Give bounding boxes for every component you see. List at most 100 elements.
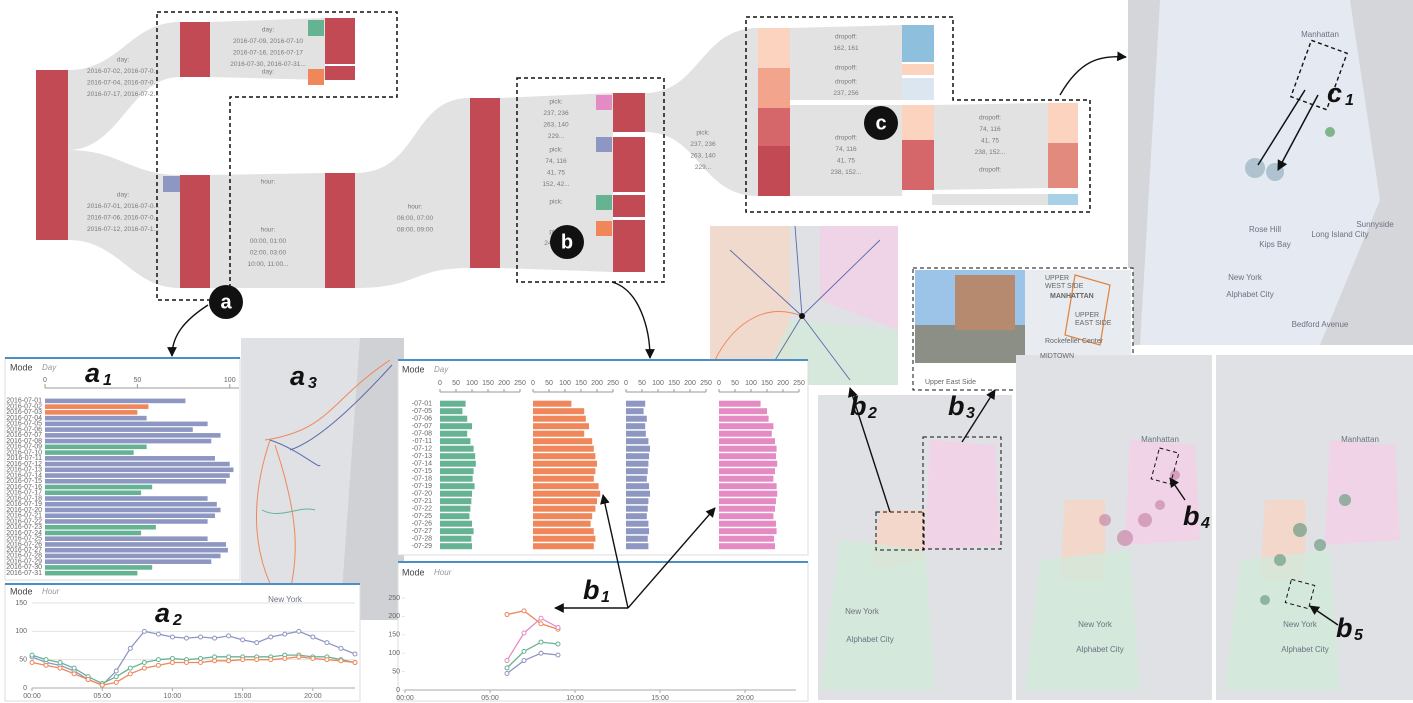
bar xyxy=(45,553,221,559)
map-label: Alphabet City xyxy=(1076,645,1124,654)
sankey-flows xyxy=(68,18,1048,288)
x-tick-label: 10:00 xyxy=(566,695,584,702)
sankey-label: 238, 152... xyxy=(975,149,1006,156)
point xyxy=(504,670,510,676)
bar xyxy=(45,519,208,524)
y-tick-label: 2016-07-13 xyxy=(6,467,42,474)
x-tick-label: 150 xyxy=(668,380,680,387)
bar xyxy=(45,456,215,461)
bar xyxy=(45,496,208,501)
y-tick-label: 2016-07-10 xyxy=(6,449,42,456)
y-tick-label: 2016-07-05 xyxy=(6,421,42,428)
x-tick-label: 05:00 xyxy=(481,695,499,702)
point xyxy=(555,652,561,658)
bar xyxy=(719,408,767,415)
y-tick-label: 2016-07-26 xyxy=(6,541,42,548)
panel-title: Mode xyxy=(402,567,425,577)
x-tick-label: 0 xyxy=(717,380,721,387)
bar xyxy=(440,498,472,505)
map-label: New York xyxy=(845,607,880,616)
point xyxy=(169,634,175,640)
y-tick-label: 2016-07-19 xyxy=(6,501,42,508)
sankey-nodes xyxy=(36,18,1078,288)
point xyxy=(282,631,288,637)
point xyxy=(113,679,119,685)
sankey-label: 74, 116 xyxy=(835,146,857,153)
x-tick-label: 200 xyxy=(777,380,789,387)
place-title: Upper East Side xyxy=(925,379,976,386)
point xyxy=(504,658,510,664)
y-tick-label: 2016-07-27 xyxy=(6,547,42,554)
bar xyxy=(45,565,153,570)
point xyxy=(43,657,49,663)
sankey-label: 2016-07-04, 2016-07-0... xyxy=(87,80,159,87)
bar xyxy=(45,547,228,553)
bar xyxy=(440,520,472,527)
bar xyxy=(719,528,777,535)
y-tick-label: 100 xyxy=(15,628,27,635)
bar xyxy=(533,445,594,452)
panel-label: b xyxy=(850,391,867,421)
x-tick-label: 00:00 xyxy=(396,695,414,702)
bar xyxy=(719,483,777,490)
bar xyxy=(719,438,775,445)
point xyxy=(521,630,527,636)
bar xyxy=(440,543,472,550)
x-tick-label: 250 xyxy=(514,380,526,387)
sankey-label: hour: xyxy=(261,179,276,186)
y-tick-label: 2016-07-18 xyxy=(6,495,42,502)
sankey-label: pick: xyxy=(549,99,563,106)
bar xyxy=(533,415,586,422)
bar xyxy=(533,460,597,467)
bar xyxy=(440,430,468,437)
bar xyxy=(719,423,774,430)
marker-badge xyxy=(209,285,243,319)
y-tick-label: 2016-07-11 xyxy=(7,455,42,462)
point xyxy=(169,660,175,665)
sankey-label: 2016-07-30, 2016-07-31... xyxy=(230,61,306,68)
bar xyxy=(440,415,468,422)
y-tick-label: 2016-07-31 xyxy=(6,570,42,577)
bar xyxy=(719,520,776,527)
sankey-label: 263, 140 xyxy=(543,122,569,129)
y-tick-label: -07-25 xyxy=(412,513,432,520)
bar xyxy=(440,490,472,497)
bar xyxy=(45,427,193,432)
sankey-label: pick: xyxy=(696,130,710,137)
bar xyxy=(45,473,230,478)
point xyxy=(155,662,161,668)
bar xyxy=(440,423,472,430)
bar xyxy=(719,475,774,482)
point xyxy=(240,637,246,643)
point xyxy=(538,639,544,645)
bar xyxy=(45,530,142,536)
bar xyxy=(440,408,463,415)
panel-label-sub: 3 xyxy=(966,405,975,422)
y-tick-label: -07-28 xyxy=(412,536,432,543)
point xyxy=(226,654,232,660)
map-label: Long Island City xyxy=(1311,230,1368,239)
place-map-label: UPPER xyxy=(1075,312,1099,319)
point xyxy=(29,660,35,665)
sankey-label: 2016-07-01, 2016-07-0... xyxy=(87,203,159,210)
panel-label-sub: 1 xyxy=(1345,92,1354,109)
bar xyxy=(45,410,138,415)
bar xyxy=(45,467,234,473)
point xyxy=(155,657,161,663)
bar xyxy=(440,483,475,490)
bar xyxy=(719,460,778,467)
sankey-label: day: xyxy=(262,69,274,76)
bar xyxy=(626,543,649,550)
map-label: Sunnyside xyxy=(1356,220,1394,229)
bar xyxy=(440,468,474,475)
sankey-label: 238, 152... xyxy=(831,169,862,176)
callout-boxes xyxy=(156,11,1091,301)
bar xyxy=(45,433,221,438)
point xyxy=(29,652,35,658)
bar xyxy=(440,505,471,512)
bar xyxy=(45,513,215,519)
bar xyxy=(45,404,149,409)
bar xyxy=(45,461,230,467)
y-tick-label: 2016-07-07 xyxy=(6,432,42,439)
bar xyxy=(45,438,212,444)
